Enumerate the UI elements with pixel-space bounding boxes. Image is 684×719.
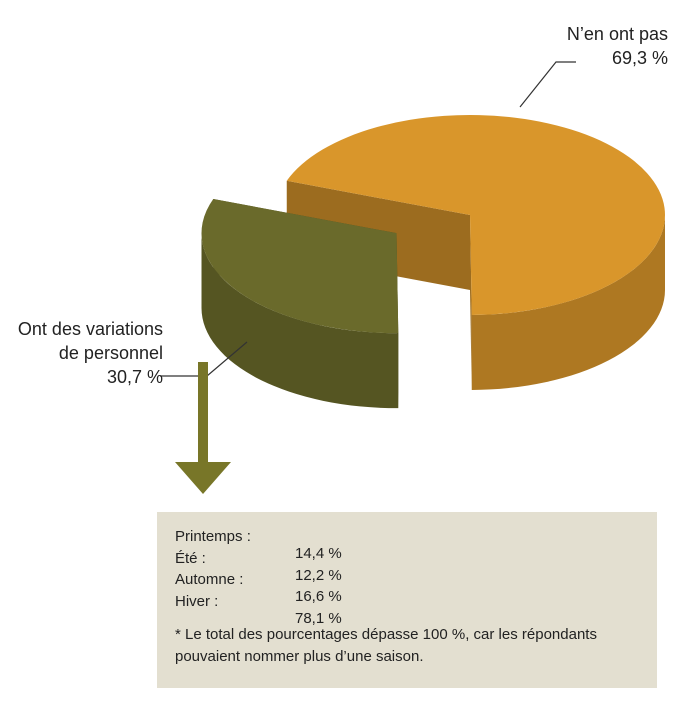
arrow-shaft (198, 362, 208, 464)
season-label: Hiver : (175, 592, 219, 610)
side-wall (471, 215, 665, 390)
cut-face (470, 215, 472, 390)
season-value: 14,4 % (295, 545, 342, 562)
season-label: Printemps : (175, 528, 251, 545)
slice-label: N’en ont pas (566, 24, 668, 44)
breakdown-row: Été : 12,2 % (175, 549, 342, 584)
label: Ont des variations de personnel 30,7 % (0, 317, 163, 389)
breakdown-row: Automne : 16,6 % (175, 571, 342, 605)
slice (201, 198, 399, 334)
slice-label: Ont des variations de personnel (17, 319, 163, 363)
side-wall (201, 233, 399, 409)
breakdown-box: * Le total des pourcentages dépasse 100 … (157, 512, 657, 688)
note: * Le total des pourcentages dépasse 100 … (175, 626, 597, 665)
slice (286, 115, 666, 315)
season-label: Automne : (175, 571, 244, 588)
season-value: 12,2 % (295, 566, 342, 584)
breakdown-row: Hiver : 78,1 % (175, 592, 342, 627)
arrow-head (175, 462, 231, 494)
leader-line (519, 61, 576, 108)
label: N’en ont pas 69,3 % (567, 22, 668, 70)
pie (201, 115, 666, 409)
breakdown-row: Printemps : 14,4 % (175, 528, 342, 562)
season-value: 78,1 % (295, 609, 342, 627)
value-label: 30,7 % (106, 367, 163, 387)
season-value: 16,6 % (295, 588, 342, 605)
value-label: 69,3 % (611, 48, 668, 68)
season-label: Été : (175, 549, 206, 567)
